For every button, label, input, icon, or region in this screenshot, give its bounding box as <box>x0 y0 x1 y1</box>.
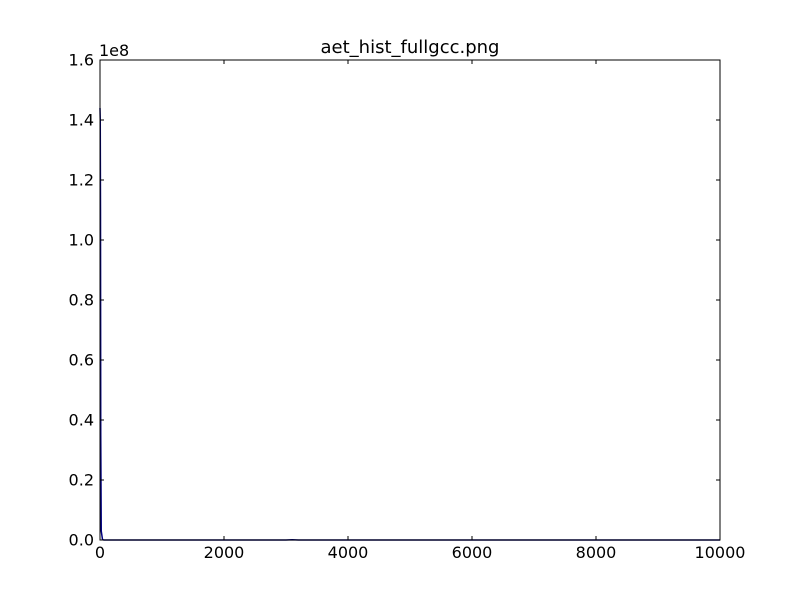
y-tick-label: 1.0 <box>69 231 94 250</box>
y-tick-label: 0.8 <box>69 291 94 310</box>
x-tick-label: 8000 <box>576 543 617 562</box>
y-tick-label: 0.6 <box>69 351 94 370</box>
y-axis-offset-label: 1e8 <box>99 41 129 60</box>
y-tick-label: 1.4 <box>69 111 94 130</box>
y-tick-label: 0.0 <box>69 531 94 550</box>
x-tick-label: 10000 <box>695 543 746 562</box>
x-tick-label: 0 <box>95 543 105 562</box>
plot-area <box>99 107 720 541</box>
x-tick-label: 4000 <box>328 543 369 562</box>
y-axis: 0.0 0.2 0.4 0.6 0.8 1.0 1.2 1.4 1.6 <box>69 51 720 550</box>
series-line-0 <box>99 107 720 541</box>
y-tick-label: 1.6 <box>69 51 94 70</box>
chart-title: aet_hist_fullgcc.png <box>321 37 500 58</box>
x-tick-label: 6000 <box>452 543 493 562</box>
y-tick-label: 0.4 <box>69 411 94 430</box>
x-axis: 0 2000 4000 6000 8000 10000 <box>95 60 746 562</box>
y-tick-label: 1.2 <box>69 171 94 190</box>
axes-frame <box>99 59 721 541</box>
y-tick-label: 0.2 <box>69 471 94 490</box>
x-tick-label: 2000 <box>204 543 245 562</box>
